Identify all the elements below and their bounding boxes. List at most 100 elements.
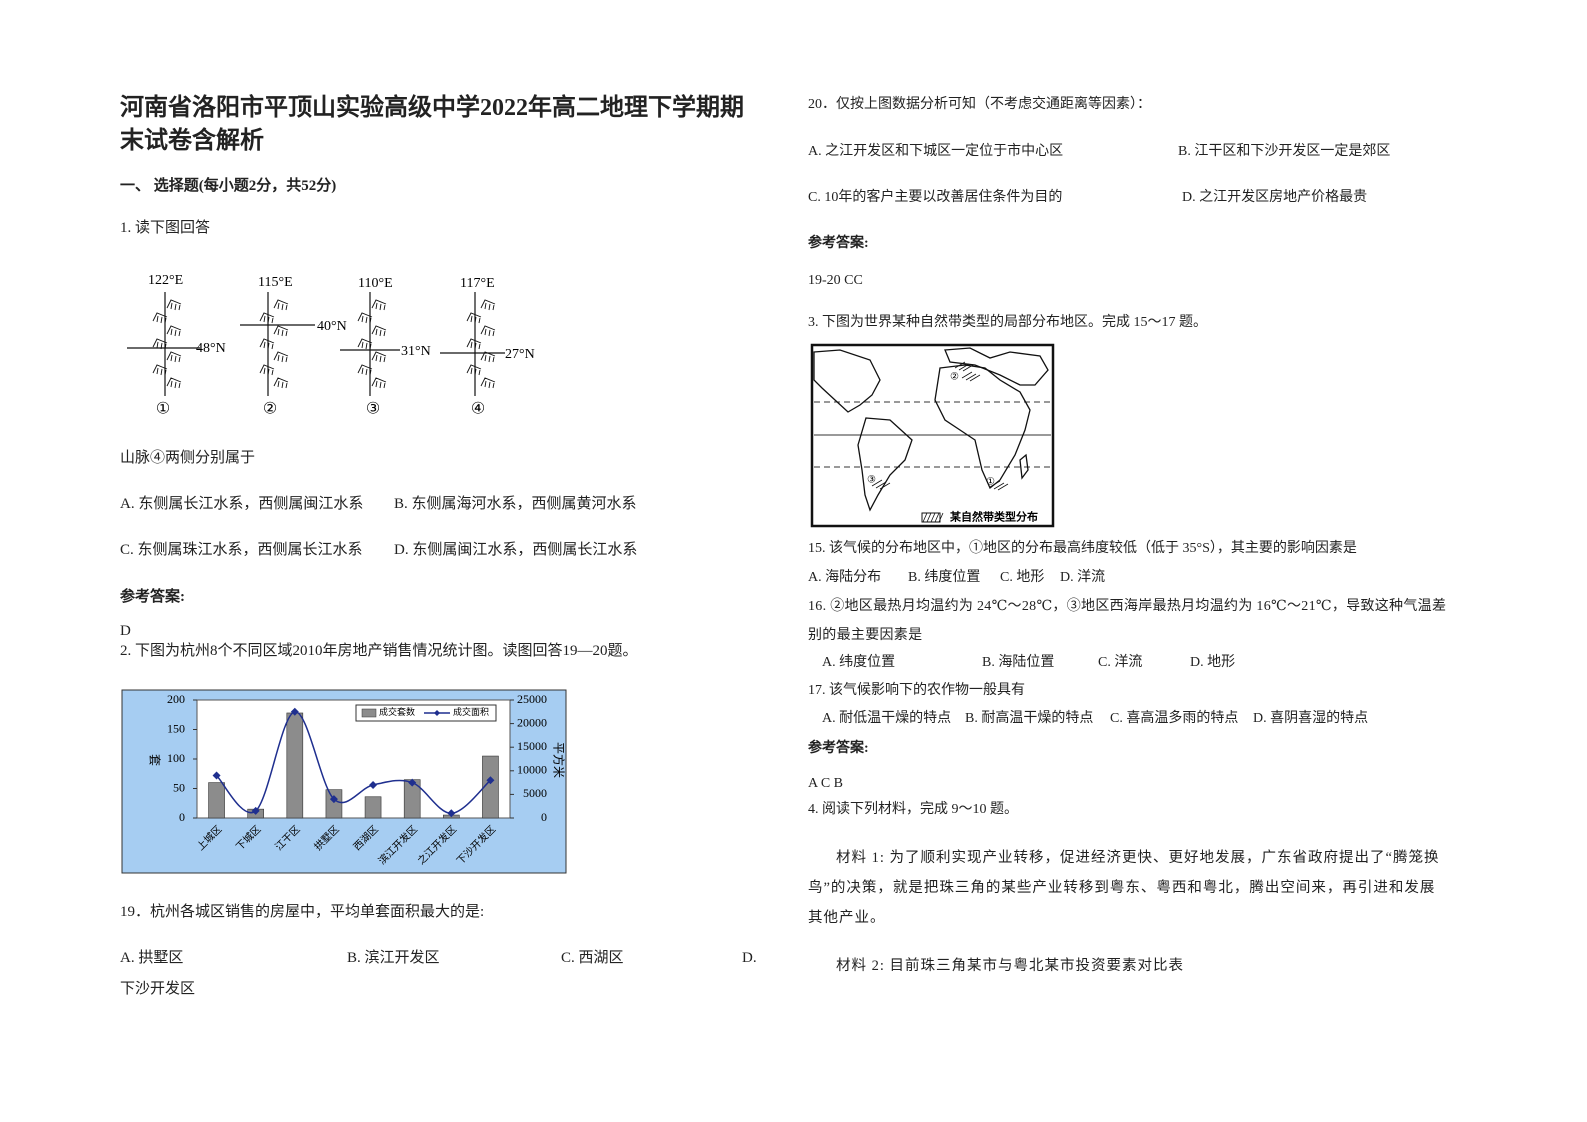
option: A. 纬度位置 bbox=[822, 655, 896, 670]
map-label: ③ bbox=[867, 474, 876, 485]
question: 19．杭州各城区销售的房屋中，平均单套面积最大的是: bbox=[120, 904, 485, 920]
bar bbox=[208, 782, 225, 819]
diagram-number: ③ bbox=[366, 401, 380, 418]
mountain-symbol bbox=[480, 377, 496, 389]
option: A. 海陆分布 bbox=[808, 570, 882, 585]
answer: D bbox=[120, 623, 131, 639]
mountain-symbol bbox=[273, 325, 289, 337]
continent bbox=[944, 347, 1049, 386]
mountain-symbol bbox=[273, 351, 289, 363]
y2-tick-label: 0 bbox=[541, 810, 547, 824]
zone-hatch bbox=[989, 480, 1009, 491]
mountain-symbol bbox=[371, 377, 387, 389]
longitude-label: 122°E bbox=[148, 273, 183, 288]
question: 17. 该气候影响下的农作物一般具有 bbox=[808, 683, 1025, 698]
y2-tick-label: 25000 bbox=[517, 692, 547, 706]
bar bbox=[325, 789, 343, 819]
mountain-symbol bbox=[371, 299, 387, 311]
option: B. 江干区和下沙开发区一定是郊区 bbox=[1178, 144, 1391, 159]
material: 材料 1: 为了顺利实现产业转移，促进经济更快、更好地发展，广东省政府提出了“腾… bbox=[808, 850, 1440, 926]
mountain-symbol bbox=[152, 312, 168, 324]
option: A. 东侧属长江水系，西侧属闽江水系 bbox=[120, 496, 364, 512]
map-legend: 某自然带类型分布 bbox=[949, 510, 1038, 524]
question: 20．仅按上图数据分析可知（不考虑交通距离等因素）： bbox=[808, 97, 1151, 112]
bar bbox=[286, 712, 304, 819]
y2-axis-title: 平方米 bbox=[551, 742, 566, 778]
option: D. 之江开发区房地产价格最贵 bbox=[1182, 190, 1368, 205]
map-label: ① bbox=[986, 476, 995, 487]
mountain-symbol bbox=[259, 312, 275, 324]
option: D. 地形 bbox=[1190, 655, 1236, 670]
map-label: ② bbox=[950, 371, 959, 382]
option: A. 之江开发区和下城区一定位于市中心区 bbox=[808, 144, 1064, 159]
legend-hatch bbox=[938, 512, 944, 523]
mountain-symbol bbox=[480, 351, 496, 363]
mountain-symbol bbox=[371, 351, 387, 363]
chart: 0 50 100 150 200 0 5000 10000 15000 20000 25000 套 平方… bbox=[121, 689, 567, 874]
latitude-label: 40°N bbox=[317, 319, 347, 334]
y-axis-title: 套 bbox=[147, 754, 161, 766]
option: B. 滨江开发区 bbox=[347, 950, 440, 966]
answer-label: 参考答案: bbox=[120, 589, 185, 605]
zone-hatch bbox=[961, 371, 981, 382]
option: C. 洋流 bbox=[1098, 655, 1143, 670]
line-marker bbox=[369, 780, 378, 789]
answer: A C B bbox=[808, 776, 844, 791]
latitude-label: 31°N bbox=[401, 344, 431, 359]
mountain-symbol bbox=[371, 325, 387, 337]
option: C. 地形 bbox=[1000, 570, 1045, 585]
diagram-number: ④ bbox=[471, 401, 485, 418]
option: B. 耐高温干燥的特点 bbox=[965, 711, 1094, 726]
option: D. 洋流 bbox=[1060, 570, 1106, 585]
material: 材料 2: 目前珠三角某市与粤北某市投资要素对比表 bbox=[836, 958, 1185, 974]
y2-tick-label: 20000 bbox=[517, 715, 547, 729]
zone-hatch bbox=[954, 361, 974, 372]
line-marker bbox=[251, 806, 260, 815]
map: ② ③ ① 某自然带类型分布 bbox=[810, 343, 1055, 528]
zone-hatch bbox=[871, 479, 891, 490]
bar bbox=[364, 796, 382, 819]
y-tick-label: 200 bbox=[167, 692, 185, 706]
diagram-number: ① bbox=[156, 401, 170, 418]
question: 15. 该气候的分布地区中，①地区的分布最高纬度较低（低于 35°S），其主要的… bbox=[808, 541, 1357, 556]
legend-label: 成交套数 bbox=[379, 706, 415, 717]
option: C. 喜高温多雨的特点 bbox=[1110, 711, 1239, 726]
option: D. 东侧属闽江水系，西侧属长江水系 bbox=[394, 542, 638, 558]
answer-label: 参考答案: bbox=[808, 741, 869, 756]
legend-swatch bbox=[361, 708, 377, 718]
option: C. 10年的客户主要以改善居住条件为目的 bbox=[808, 190, 1063, 205]
continent bbox=[813, 349, 881, 413]
legend-hatch bbox=[934, 512, 940, 523]
line-marker bbox=[486, 776, 495, 785]
mountain-symbol bbox=[273, 299, 289, 311]
answer-label: 参考答案: bbox=[808, 236, 869, 251]
question-stem: 4. 阅读下列材料，完成 9～10 题。 bbox=[808, 802, 1018, 817]
y2-tick-label: 10000 bbox=[517, 763, 547, 777]
continent bbox=[1019, 453, 1029, 480]
question-stem: 2. 下图为杭州8个不同区域2010年房地产销售情况统计图。读图回答19—20题… bbox=[120, 643, 638, 659]
bar bbox=[482, 755, 499, 819]
mountain-symbol bbox=[259, 338, 275, 350]
y-tick-label: 150 bbox=[167, 721, 185, 735]
mountain-symbol bbox=[466, 338, 482, 350]
mountain-symbol bbox=[273, 377, 289, 389]
mountain-symbol bbox=[480, 299, 496, 311]
answer: 19-20 CC bbox=[808, 273, 863, 288]
option: B. 纬度位置 bbox=[908, 570, 981, 585]
legend-swatch bbox=[434, 710, 440, 716]
mountain-symbol bbox=[152, 364, 168, 376]
y2-tick-label: 5000 bbox=[523, 786, 547, 800]
mountain-symbol bbox=[152, 338, 168, 350]
mountain-symbol bbox=[357, 338, 373, 350]
section-heading: 一、 选择题(每小题2分，共52分) bbox=[120, 178, 337, 194]
line-marker bbox=[447, 809, 456, 818]
mountain-symbol bbox=[466, 364, 482, 376]
y-tick-label: 50 bbox=[173, 780, 185, 794]
question-stem: 1. 读下图回答 bbox=[120, 220, 211, 236]
mountain-symbol bbox=[166, 299, 182, 311]
longitude-label: 115°E bbox=[258, 275, 293, 290]
option: A. 拱墅区 bbox=[120, 950, 184, 966]
y2-tick-label: 15000 bbox=[517, 739, 547, 753]
